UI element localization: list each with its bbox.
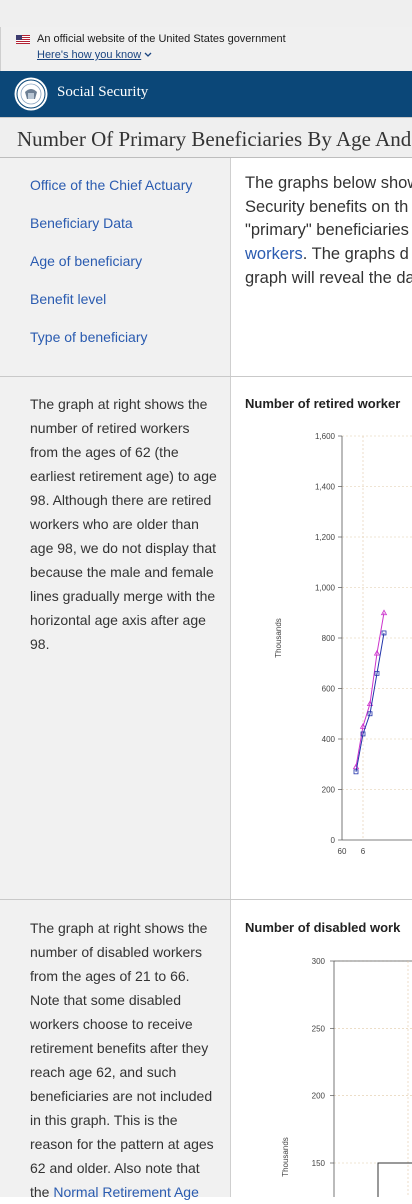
disabled-description-panel: [0, 900, 231, 1197]
agency-name[interactable]: Social Security: [57, 84, 149, 100]
y-tick-label: 800: [322, 634, 336, 643]
y-tick-label: 1,600: [315, 432, 336, 441]
y-axis-label: Thousands: [274, 618, 283, 658]
row-divider: [0, 376, 412, 377]
data-point: [380, 609, 388, 616]
sidebar-nav: [0, 158, 231, 377]
chart-title-disabled: Number of disabled work: [245, 920, 401, 935]
gov-banner: An official website of the United States…: [0, 27, 412, 71]
y-tick-label: 300: [312, 957, 326, 966]
page-title: Number Of Primary Beneficiaries By Age A…: [17, 127, 412, 151]
nav-link-type-of-beneficiary[interactable]: Type of beneficiary: [30, 329, 148, 345]
retired-workers-chart: Thousands 1,600 1,400 1,200 1,000 800 600 400 20…: [274, 432, 412, 856]
site-header: Social Security: [0, 71, 412, 117]
y-tick-label: 200: [322, 786, 336, 795]
retired-workers-description: The graph at right shows the number of r…: [30, 396, 217, 652]
description-text: The graph at right shows the number of d…: [30, 920, 214, 1200]
y-axis-label: Thousands: [281, 1137, 290, 1177]
chart-title-retired: Number of retired worker: [245, 396, 401, 411]
data-point: [367, 711, 373, 717]
series-line: [377, 1162, 412, 1197]
how-you-know-toggle[interactable]: Here's how you know: [37, 49, 152, 61]
y-tick-label: 1,400: [315, 483, 336, 492]
data-point: [353, 769, 359, 775]
x-tick-label: 60: [338, 847, 347, 856]
intro-line: The graphs below show: [245, 174, 412, 192]
y-tick-label: 200: [312, 1092, 326, 1101]
y-tick-label: 1,200: [315, 533, 336, 542]
y-tick-label: 250: [312, 1024, 326, 1033]
nav-link-beneficiary-data[interactable]: Beneficiary Data: [30, 215, 133, 231]
intro-line: . The graphs d: [302, 245, 409, 264]
data-point: [373, 649, 381, 656]
normal-retirement-age-link[interactable]: Normal Retirement Age: [53, 1184, 199, 1200]
nav-link-age-of-beneficiary[interactable]: Age of beneficiary: [30, 253, 143, 269]
y-tick-label: 150: [312, 1159, 326, 1168]
retired-description-panel: [0, 377, 231, 900]
chevron-down-icon: [144, 52, 152, 57]
data-point: [359, 723, 367, 729]
intro-line: "primary" beneficiaries: [245, 221, 409, 240]
row-divider: [0, 899, 412, 900]
y-tick-label: 600: [322, 685, 336, 694]
intro-paragraph: The graphs below show Security benefits o…: [245, 172, 412, 291]
data-point: [366, 700, 374, 707]
y-tick-label: 0: [331, 836, 336, 845]
how-you-know-label: Here's how you know: [37, 49, 142, 61]
disabled-workers-description: The graph at right shows the number of d…: [30, 916, 220, 1204]
data-point: [360, 731, 366, 737]
us-flag-icon: [16, 35, 30, 44]
nav-link-benefit-level[interactable]: Benefit level: [30, 291, 107, 307]
x-tick-label: 6: [361, 847, 366, 856]
page-title-bar: Number Of Primary Beneficiaries By Age A…: [0, 117, 412, 158]
series-line: [355, 612, 385, 767]
y-tick-label: 400: [322, 735, 336, 744]
series-line: [355, 632, 385, 772]
browser-top-strip: [0, 0, 412, 27]
official-website-text: An official website of the United States…: [37, 33, 286, 45]
disabled-workers-chart: Thousands 300 250 200 150: [281, 957, 412, 1197]
workers-link[interactable]: workers: [245, 245, 303, 264]
ssa-seal-logo[interactable]: [14, 77, 48, 111]
intro-line: graph will reveal the da: [245, 268, 412, 287]
intro-line: Security benefits on th: [245, 197, 409, 216]
data-point: [374, 670, 380, 676]
data-point: [381, 630, 387, 636]
y-tick-label: 1,000: [315, 584, 336, 593]
nav-link-office-chief-actuary[interactable]: Office of the Chief Actuary: [30, 177, 193, 193]
